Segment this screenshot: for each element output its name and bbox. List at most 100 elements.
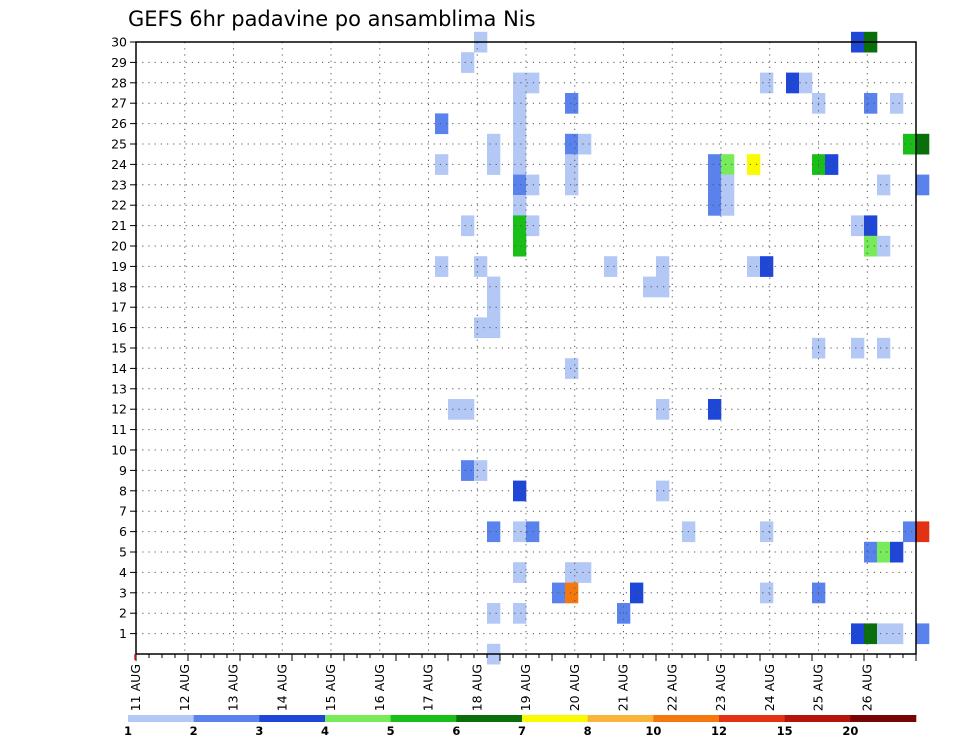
heatmap-cell	[656, 399, 670, 420]
heatmap-cell	[578, 133, 592, 155]
heatmap-cell	[851, 623, 865, 645]
heatmap-cell	[890, 541, 904, 563]
heatmap-cell	[448, 399, 462, 420]
heatmap-cell	[747, 256, 761, 277]
x-tick-label: 12 AUG	[177, 664, 192, 711]
heatmap-cell	[513, 93, 527, 114]
heatmap-cell	[916, 623, 930, 645]
y-tick-label: 13	[111, 381, 127, 396]
heatmap-cell	[864, 623, 878, 645]
legend-label: 10	[645, 724, 661, 738]
y-tick-label: 23	[111, 177, 127, 192]
heatmap-cell	[526, 521, 540, 543]
y-tick-label: 9	[119, 463, 127, 478]
y-tick-label: 19	[111, 259, 127, 274]
legend-color-swatch	[259, 715, 326, 722]
heatmap-cells	[435, 31, 930, 665]
legend-label: 8	[584, 724, 592, 738]
legend-label: 12	[711, 724, 727, 738]
x-tick-label: 14 AUG	[274, 664, 289, 711]
x-tick-label: 22 AUG	[664, 664, 679, 711]
legend-label: 1	[124, 724, 132, 738]
y-tick-label: 5	[119, 545, 127, 560]
heatmap-cell	[461, 460, 475, 481]
heatmap-cell	[487, 276, 501, 298]
chart-title: GEFS 6hr padavine po ansamblima Nis	[128, 7, 536, 31]
heatmap-cell	[890, 93, 904, 114]
heatmap-cell	[474, 460, 488, 481]
color-legend: 1 2 3 4 5 6 7 8 10 12 15 20	[124, 715, 917, 738]
heatmap-cell	[760, 72, 774, 94]
heatmap-cell	[916, 174, 930, 196]
y-tick-label: 11	[111, 422, 127, 437]
legend-label: 3	[255, 724, 263, 738]
y-tick-label: 22	[111, 198, 127, 213]
heatmap-cell	[708, 154, 722, 175]
y-tick-label: 28	[111, 75, 127, 90]
heatmap-cell	[656, 256, 670, 277]
y-tick-label: 1	[119, 626, 127, 641]
x-tick-label: 15 AUG	[323, 664, 338, 711]
heatmap-cell	[487, 297, 501, 318]
y-axis: 1234567891011121314151617181920212223242…	[111, 35, 136, 641]
legend-label: 15	[777, 724, 793, 738]
y-tick-label: 27	[111, 96, 127, 111]
x-tick-label: 25 AUG	[811, 664, 826, 711]
legend-label: 4	[321, 724, 329, 738]
legend-label: 6	[452, 724, 460, 738]
heatmap-cell	[760, 582, 774, 604]
heatmap-cell	[526, 174, 540, 196]
y-tick-label: 21	[111, 218, 127, 233]
heatmap-cell	[513, 215, 527, 237]
heatmap-cell	[747, 154, 761, 175]
legend-label: 20	[842, 724, 858, 738]
y-tick-label: 20	[111, 239, 127, 254]
y-tick-label: 29	[111, 55, 127, 70]
heatmap-cell	[435, 113, 449, 135]
y-tick-label: 15	[111, 341, 127, 356]
y-tick-label: 25	[111, 137, 127, 152]
legend-color-swatch	[784, 715, 851, 722]
heatmap-cell	[578, 562, 592, 583]
heatmap-cell	[513, 113, 527, 135]
x-tick-label: 23 AUG	[713, 664, 728, 711]
heatmap-cell	[721, 174, 735, 196]
heatmap-cell	[435, 154, 449, 175]
heatmap-cell	[760, 256, 774, 277]
heatmap-cell	[513, 521, 527, 543]
y-tick-label: 3	[119, 585, 127, 600]
heatmap-cell	[513, 72, 527, 94]
heatmap-cell	[565, 358, 579, 379]
heatmap-cell	[851, 337, 865, 359]
legend-color-swatch	[390, 715, 457, 722]
heatmap-cell	[721, 154, 735, 175]
heatmap-cell	[565, 154, 579, 175]
heatmap-cell	[890, 623, 904, 645]
legend-color-swatch	[719, 715, 785, 722]
heatmap-cell	[487, 133, 501, 155]
heatmap-cell	[513, 174, 527, 196]
heatmap-cell	[877, 337, 891, 359]
x-tick-label: 18 AUG	[469, 664, 484, 711]
y-tick-label: 4	[119, 565, 127, 580]
legend-color-swatch	[128, 715, 194, 722]
x-tick-label: 11 AUG	[128, 664, 143, 711]
heatmap-cell	[903, 521, 917, 543]
y-tick-label: 18	[111, 279, 127, 294]
heatmap-cell	[487, 317, 501, 339]
heatmap-cell	[721, 195, 735, 216]
heatmap-cell	[565, 133, 579, 155]
y-tick-label: 6	[119, 524, 127, 539]
x-tick-label: 16 AUG	[372, 664, 387, 711]
heatmap-cell	[513, 195, 527, 216]
heatmap-cell	[877, 623, 891, 645]
heatmap-cell	[474, 317, 488, 339]
legend-color-swatch	[850, 715, 917, 722]
heatmap-cell	[513, 133, 527, 155]
y-tick-label: 26	[111, 116, 127, 131]
heatmap-cell	[565, 562, 579, 583]
heatmap-cell	[513, 154, 527, 175]
heatmap-cell	[461, 215, 475, 237]
legend-label: 2	[190, 724, 198, 738]
